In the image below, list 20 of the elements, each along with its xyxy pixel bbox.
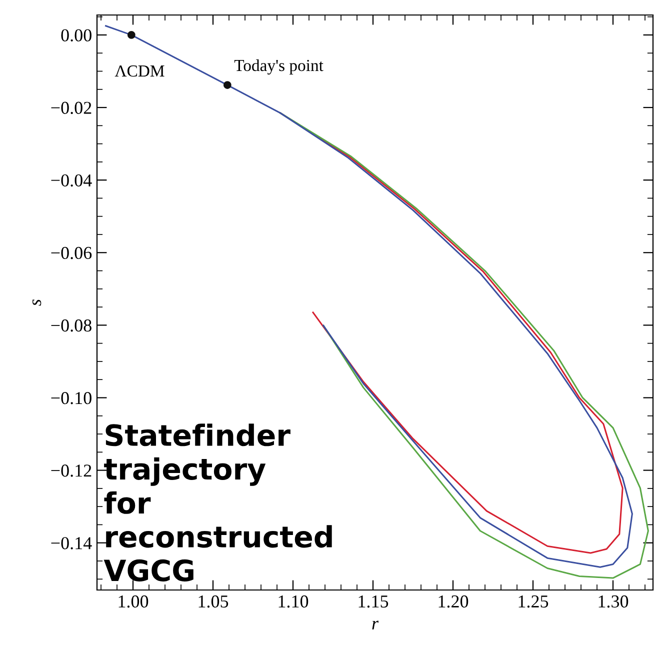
x-tick-label: 1.05 — [198, 595, 228, 608]
annotation: Statefinder trajectory for reconstructed VGCG — [104, 424, 332, 582]
y-tick-label: −0.04 — [51, 174, 92, 187]
x-axis-title: r — [372, 620, 379, 630]
x-tick-label: 1.30 — [598, 595, 628, 608]
y-axis-title: s — [32, 300, 42, 306]
x-tick-label: 1.25 — [518, 595, 548, 608]
y-tick-label: 0.00 — [61, 29, 92, 42]
y-tick-label: −0.10 — [51, 392, 92, 404]
x-tick-label: 1.00 — [118, 595, 148, 608]
x-tick-label: 1.15 — [358, 595, 388, 608]
y-tick-label: −0.08 — [51, 319, 92, 332]
y-tick-label: −0.02 — [51, 102, 92, 114]
annotation: ΛCDM — [114, 65, 164, 77]
x-tick-label: 1.10 — [278, 595, 308, 608]
y-tick-label: −0.06 — [51, 246, 92, 260]
annotation: Today's point — [234, 59, 324, 75]
y-tick-label: −0.14 — [51, 537, 92, 550]
y-tick-label: −0.12 — [51, 464, 92, 477]
x-tick-label: 1.20 — [438, 595, 468, 608]
